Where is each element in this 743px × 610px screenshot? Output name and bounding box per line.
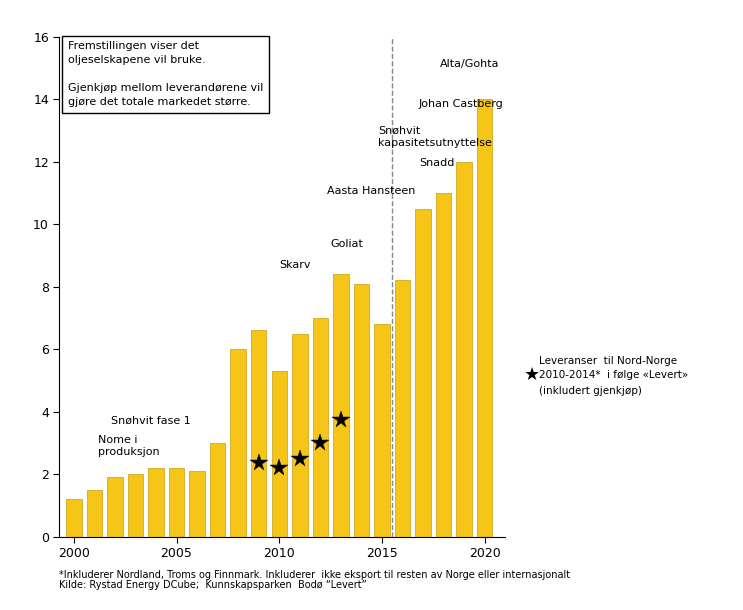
Bar <box>128 475 143 537</box>
Bar <box>66 499 82 537</box>
Bar <box>230 349 246 537</box>
Text: Aasta Hansteen: Aasta Hansteen <box>326 186 415 196</box>
Text: *Inkluderer Nordland, Troms og Finnmark. Inkluderer  ikke eksport til resten av : *Inkluderer Nordland, Troms og Finnmark.… <box>59 570 571 580</box>
Bar <box>477 99 493 537</box>
Text: Leveranser  til Nord-Norge: Leveranser til Nord-Norge <box>539 356 677 366</box>
Text: Nome i
produksjon: Nome i produksjon <box>99 436 160 457</box>
Bar <box>189 471 205 537</box>
Bar <box>169 468 184 537</box>
Text: Goliat: Goliat <box>331 239 363 249</box>
Bar <box>210 443 225 537</box>
Text: Kilde: Rystad Energy DCube;  Kunnskapsparken  Bodø “Levert”: Kilde: Rystad Energy DCube; Kunnskapspar… <box>59 580 367 589</box>
Bar <box>456 162 472 537</box>
Text: Alta/Gohta: Alta/Gohta <box>440 59 499 70</box>
Text: Snadd: Snadd <box>419 158 454 168</box>
Bar <box>107 478 123 537</box>
Bar <box>354 284 369 537</box>
Bar <box>271 371 287 537</box>
Text: Snøhvit
kapasitetsutnyttelse: Snøhvit kapasitetsutnyttelse <box>378 126 492 148</box>
Bar <box>313 318 328 537</box>
Text: (inkludert gjenkjøp): (inkludert gjenkjøp) <box>539 386 641 395</box>
Text: ★: ★ <box>524 366 540 384</box>
Bar <box>87 490 102 537</box>
Text: Skarv: Skarv <box>279 259 311 270</box>
Bar <box>436 193 451 537</box>
Bar <box>149 468 163 537</box>
Bar <box>395 281 410 537</box>
Bar <box>251 331 267 537</box>
Text: 2010-2014*  i følge «Levert»: 2010-2014* i følge «Levert» <box>539 370 688 380</box>
Bar <box>374 325 389 537</box>
Bar <box>292 334 308 537</box>
Text: Johan Castberg: Johan Castberg <box>419 98 504 109</box>
Bar <box>333 274 348 537</box>
Text: Fremstillingen viser det
oljeselskapene vil bruke.

Gjenkjøp mellom leverandøren: Fremstillingen viser det oljeselskapene … <box>68 41 263 107</box>
Text: Snøhvit fase 1: Snøhvit fase 1 <box>111 416 190 426</box>
Bar <box>415 209 431 537</box>
